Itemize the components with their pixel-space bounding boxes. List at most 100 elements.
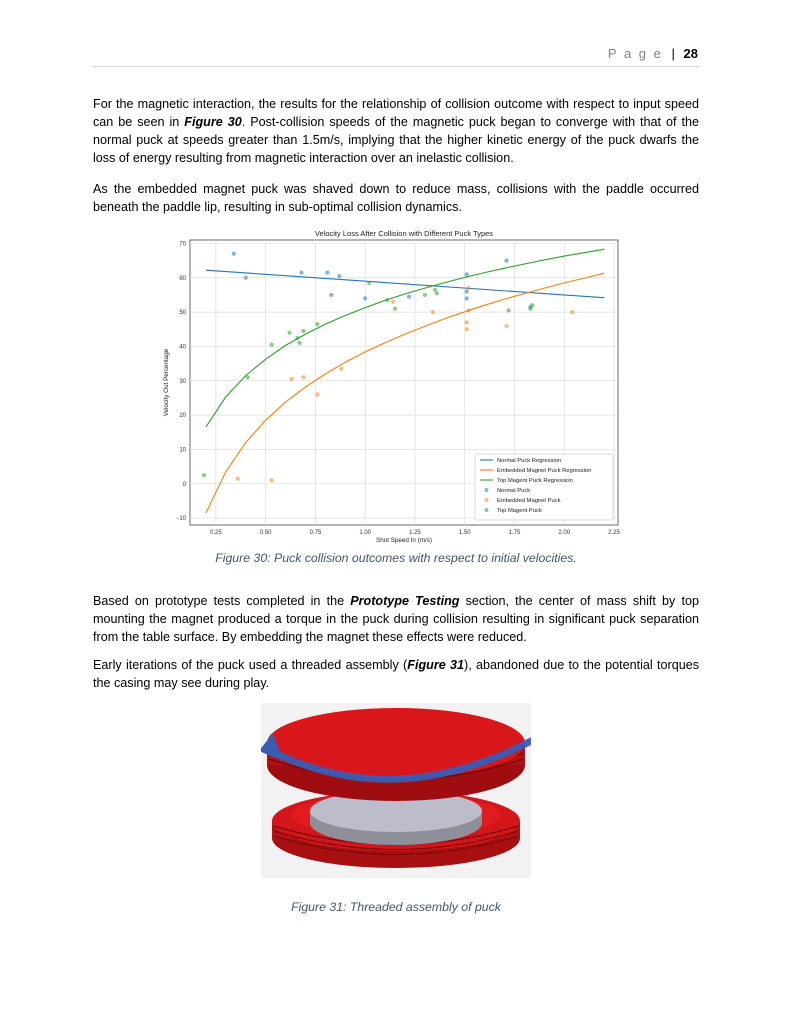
y-tick-label: 10 <box>179 447 186 453</box>
page-number: 28 <box>683 46 698 61</box>
scatter-point-embedded <box>339 366 344 371</box>
chart-title: Velocity Loss After Collision with Diffe… <box>315 229 493 238</box>
figure-30-reference: Figure 30 <box>184 115 242 129</box>
regression-line-normal <box>205 269 605 299</box>
x-tick-label: 0.50 <box>260 530 272 536</box>
x-tick-label: 1.75 <box>509 530 521 536</box>
x-tick-label: 2.25 <box>608 530 620 536</box>
scatter-point-normal <box>363 296 368 301</box>
scatter-point-normal <box>243 275 248 280</box>
scatter-point-top <box>295 335 300 340</box>
scatter-point-normal <box>299 270 304 275</box>
scatter-point-top <box>528 306 533 311</box>
scatter-point-normal <box>231 251 236 256</box>
page-word: P a g e <box>607 46 663 61</box>
p1-text-b: . Post-collision speeds of the magnetic … <box>93 115 699 165</box>
scatter-point-top <box>245 375 250 380</box>
y-axis-label: Velocity Out Percentage <box>163 348 170 416</box>
scatter-point-embedded <box>570 310 575 315</box>
x-tick-label: 0.75 <box>310 530 322 536</box>
y-tick-label: 0 <box>183 482 187 488</box>
legend-entry: Embedded Magnet Puck Regression <box>497 468 591 474</box>
scatter-point-top <box>422 292 428 298</box>
scatter-point-top <box>287 330 292 335</box>
x-tick-label: 0.25 <box>210 530 222 536</box>
legend-entry: Normal Puck Regression <box>497 458 561 464</box>
p3-text-a: Based on prototype tests completed in th… <box>93 594 351 608</box>
legend-point-swatch <box>484 488 489 492</box>
scatter-point-embedded <box>464 327 469 332</box>
header-rule <box>92 66 700 67</box>
scatter-point-normal <box>337 273 342 279</box>
scatter-point-normal <box>325 270 330 275</box>
x-tick-label: 1.25 <box>409 530 421 536</box>
scatter-point-top <box>297 340 302 346</box>
legend-entry: Top Magent Puck Regression <box>497 478 573 484</box>
figure-30-caption: Figure 30: Puck collision outcomes with … <box>215 551 577 565</box>
p4-text-a: Early iterations of the puck used a thre… <box>93 658 408 672</box>
y-tick-label: 70 <box>179 241 186 247</box>
y-tick-label: −10 <box>176 516 187 522</box>
scatter-point-embedded <box>430 310 435 315</box>
scatter-point-top <box>530 303 535 308</box>
scatter-point-embedded <box>466 285 471 291</box>
scatter-point-top <box>392 306 398 311</box>
page-separator: | <box>671 46 675 61</box>
p1-text-a: For the magnetic interaction, the result… <box>93 97 699 129</box>
legend-point-swatch <box>484 508 489 512</box>
scatter-point-normal <box>464 289 469 294</box>
figure-31-reference: Figure 31 <box>407 658 465 672</box>
threaded-puck-image <box>259 708 537 868</box>
y-tick-label: 20 <box>179 413 186 419</box>
x-axis-label: Shot Speed In (m/s) <box>376 537 432 544</box>
paragraph-threaded-assembly: Early iterations of the puck used a thre… <box>93 656 699 692</box>
figure-31-puck-render <box>259 703 537 878</box>
scatter-point-normal <box>329 292 334 298</box>
y-tick-label: 60 <box>179 276 186 282</box>
scatter-point-top <box>315 322 320 327</box>
paragraph-magnetic-interaction: For the magnetic interaction, the result… <box>93 95 699 167</box>
scatter-point-top <box>269 342 274 347</box>
scatter-point-embedded <box>301 375 306 380</box>
scatter-point-embedded <box>504 323 509 328</box>
scatter-point-normal <box>406 294 412 299</box>
scatter-point-embedded <box>269 478 274 483</box>
legend-box <box>474 453 614 521</box>
paragraph-prototype-testing: Based on prototype tests completed in th… <box>93 592 699 646</box>
scatter-point-top <box>367 280 372 286</box>
scatter-point-embedded <box>235 476 240 481</box>
regression-line-embedded <box>205 272 605 514</box>
legend-entry: Normal Puck <box>497 488 530 494</box>
scatter-point-normal <box>464 296 469 301</box>
legend-entry: Top Magent Puck <box>497 508 542 514</box>
scatter-point-normal <box>504 258 509 263</box>
legend-entry: Embedded Magnet Puck <box>497 498 561 504</box>
legend-point-swatch <box>484 498 489 502</box>
scatter-point-normal <box>464 272 469 277</box>
scatter-point-top <box>432 287 437 292</box>
scatter-point-embedded <box>464 320 469 325</box>
x-tick-label: 2.00 <box>558 530 570 536</box>
y-tick-label: 50 <box>179 310 186 316</box>
scatter-point-top <box>434 291 439 296</box>
regression-line-top <box>205 248 605 428</box>
x-tick-label: 1.00 <box>359 530 371 536</box>
scatter-point-top <box>201 473 207 478</box>
scatter-point-top <box>384 297 390 303</box>
y-tick-label: 40 <box>179 344 186 350</box>
scatter-point-embedded <box>466 308 471 313</box>
velocity-loss-chart: Velocity Loss After Collision with Diffe… <box>163 229 621 544</box>
scatter-point-top <box>301 328 306 334</box>
x-tick-label: 1.50 <box>459 530 471 536</box>
y-tick-label: 30 <box>179 379 186 385</box>
prototype-testing-reference: Prototype Testing <box>350 594 460 608</box>
p3-text-b: section, the center of mass shift by top… <box>93 594 699 644</box>
scatter-point-top <box>506 308 511 313</box>
paragraph-embedded-magnet: As the embedded magnet puck was shaved d… <box>93 182 699 214</box>
scatter-point-embedded <box>315 392 320 397</box>
scatter-point-embedded <box>289 376 294 382</box>
figure-31-caption: Figure 31: Threaded assembly of puck <box>291 900 501 914</box>
scatter-point-embedded <box>390 299 396 304</box>
figure-30-chart: Velocity Loss After Collision with Diffe… <box>160 226 621 556</box>
page-header: P a g e | 28 <box>608 46 698 61</box>
